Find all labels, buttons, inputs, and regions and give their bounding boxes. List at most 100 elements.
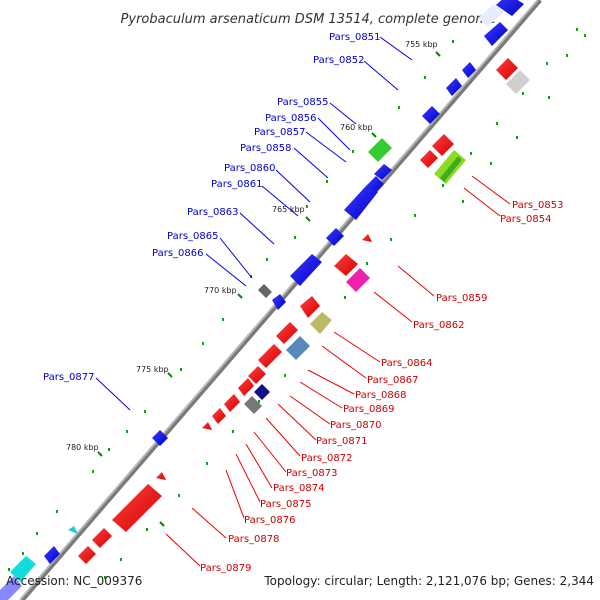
gc-dot <box>548 96 550 99</box>
tick-mark <box>167 372 173 378</box>
gene-arrow-blue[interactable] <box>344 186 378 220</box>
tick-mark <box>371 132 377 138</box>
gene-block-navy[interactable] <box>254 384 270 400</box>
gc-dot <box>56 510 58 513</box>
gene-label[interactable]: Pars_0862 <box>413 320 464 331</box>
gene-label[interactable]: Pars_0877 <box>43 372 94 383</box>
leader-line <box>289 395 331 425</box>
gene-arrow-blue[interactable] <box>326 228 344 246</box>
leader-line <box>235 453 261 503</box>
gene-block-blue-light[interactable] <box>0 576 22 600</box>
leader-line <box>373 291 413 323</box>
gene-block-gray[interactable] <box>258 284 272 298</box>
gene-arrow-blue[interactable] <box>272 294 286 310</box>
gene-label[interactable]: Pars_0864 <box>381 358 432 369</box>
gene-block-blue[interactable] <box>152 430 168 446</box>
gene-arrow-red[interactable] <box>238 378 254 396</box>
gene-label[interactable]: Pars_0874 <box>273 483 324 494</box>
gene-label[interactable]: Pars_0873 <box>286 468 337 479</box>
gene-block-red[interactable] <box>496 58 518 80</box>
gene-arrow-red[interactable] <box>300 296 320 318</box>
gene-label[interactable]: Pars_0860 <box>224 163 275 174</box>
gene-label[interactable]: Pars_0870 <box>330 420 381 431</box>
gene-arrow-blue[interactable] <box>446 78 462 96</box>
gene-label[interactable]: Pars_0857 <box>254 127 305 138</box>
gene-label[interactable]: Pars_0876 <box>244 515 295 526</box>
gene-arrow-red[interactable] <box>212 408 226 424</box>
gene-label[interactable]: Pars_0868 <box>355 390 406 401</box>
gene-arrow-red[interactable] <box>78 546 96 564</box>
gene-block-silver[interactable] <box>506 70 530 94</box>
gc-dot <box>36 532 38 535</box>
gene-arrow-red[interactable] <box>432 134 454 156</box>
leader-line <box>397 265 435 297</box>
gene-label[interactable]: Pars_0858 <box>240 143 291 154</box>
gene-label[interactable]: Pars_0863 <box>187 207 238 218</box>
gene-block-blue[interactable] <box>484 22 508 46</box>
gene-label[interactable]: Pars_0878 <box>228 534 279 545</box>
gene-label[interactable]: Pars_0865 <box>167 231 218 242</box>
gene-arrow-blue[interactable] <box>374 164 392 180</box>
gene-block-green[interactable] <box>440 156 462 182</box>
gene-label[interactable]: Pars_0871 <box>316 436 367 447</box>
gene-label[interactable]: Pars_0855 <box>277 97 328 108</box>
gene-label[interactable]: Pars_0861 <box>211 179 262 190</box>
tick-label-755: 755 kbp <box>405 40 438 49</box>
gene-block-magenta[interactable] <box>346 268 370 292</box>
tick-marks <box>97 51 441 527</box>
gene-label[interactable]: Pars_0853 <box>512 200 563 211</box>
gene-label[interactable]: Pars_0866 <box>152 248 203 259</box>
gene-arrow-red[interactable] <box>258 344 282 368</box>
gene-label[interactable]: Pars_0875 <box>260 499 311 510</box>
leader-line <box>261 185 299 217</box>
gene-label[interactable]: Pars_0852 <box>313 55 364 66</box>
gc-dot <box>424 76 426 79</box>
gene-label[interactable]: Pars_0869 <box>343 404 394 415</box>
gene-arrow-blue[interactable] <box>290 254 322 286</box>
gene-label[interactable]: Pars_0851 <box>329 32 380 43</box>
gc-dot <box>284 374 286 377</box>
gene-label[interactable]: Pars_0854 <box>500 214 551 225</box>
tick-mark <box>237 293 243 299</box>
gene-label[interactable]: Pars_0872 <box>301 453 352 464</box>
gene-arrow-red[interactable] <box>248 366 266 384</box>
gene-arrow-red[interactable] <box>420 150 438 168</box>
gene-arrow-red[interactable] <box>156 472 166 480</box>
leader-line <box>275 169 311 203</box>
tick-label-775: 775 kbp <box>136 365 169 374</box>
leader-line <box>95 377 131 411</box>
gene-label[interactable]: Pars_0856 <box>265 113 316 124</box>
tick-label-765: 765 kbp <box>272 205 305 214</box>
gene-arrow-red[interactable] <box>92 528 112 548</box>
gene-block-steelblue[interactable] <box>286 336 310 360</box>
gene-arrow-blue[interactable] <box>44 546 60 564</box>
gc-dot <box>202 342 204 345</box>
gene-arrow-cyan[interactable] <box>68 526 78 534</box>
gene-arrow-red[interactable] <box>334 254 358 276</box>
gene-block-gray[interactable] <box>244 396 262 414</box>
gene-block-khaki[interactable] <box>310 312 332 334</box>
gene-block-cyan[interactable] <box>10 556 36 582</box>
gc-dot <box>496 122 498 125</box>
gc-dot <box>344 296 346 299</box>
gc-dot <box>104 576 106 579</box>
leader-line <box>379 36 413 61</box>
gene-arrow-red[interactable] <box>202 422 212 430</box>
gene-block-blue[interactable] <box>496 0 524 16</box>
gene-arrow-red[interactable] <box>362 234 372 242</box>
gene-arrow-red[interactable] <box>112 484 162 532</box>
gc-dot <box>144 410 146 413</box>
tick-label-780: 780 kbp <box>66 443 99 452</box>
gene-block-green[interactable] <box>368 138 392 162</box>
gene-block-blue[interactable] <box>422 106 440 124</box>
gene-arrow-blue[interactable] <box>462 62 476 78</box>
gene-label[interactable]: Pars_0859 <box>436 293 487 304</box>
leader-line <box>329 102 357 125</box>
leader-line <box>253 431 287 473</box>
gene-arrow-red[interactable] <box>276 322 298 344</box>
gene-arrow-red[interactable] <box>224 394 240 412</box>
gene-block-white[interactable] <box>478 4 504 26</box>
gene-label[interactable]: Pars_0879 <box>200 563 251 574</box>
gene-label[interactable]: Pars_0867 <box>367 375 418 386</box>
